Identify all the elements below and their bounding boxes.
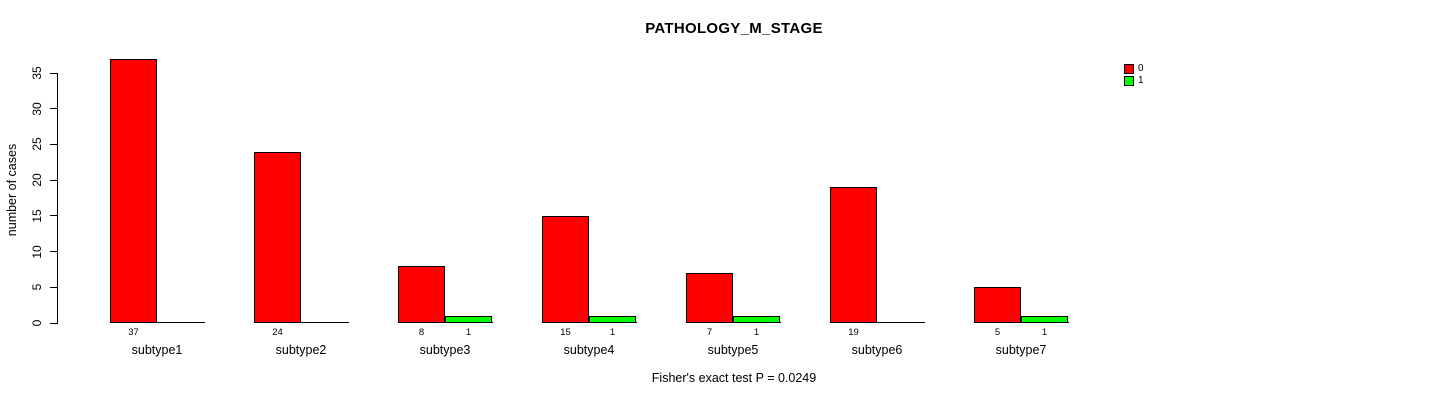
y-tick-label: 5 <box>30 283 44 291</box>
bar-subtype6-series-0 <box>830 187 877 323</box>
y-tick-label: 20 <box>30 173 44 187</box>
bar-subtype3-series-1 <box>445 316 492 323</box>
legend-row: 1 <box>1124 76 1144 86</box>
x-category-label: subtype5 <box>707 343 759 357</box>
bar-value-label: 1 <box>1041 327 1048 338</box>
bar-subtype5-series-0 <box>686 273 733 323</box>
bar-value-label: 8 <box>418 327 425 338</box>
x-category-label: subtype7 <box>995 343 1047 357</box>
y-tick-mark <box>50 286 57 288</box>
bar-value-label: 1 <box>465 327 472 338</box>
group-baseline <box>110 322 205 323</box>
bar-value-label: 19 <box>848 327 859 338</box>
y-tick-mark <box>50 179 57 181</box>
bar-subtype4-series-0 <box>542 216 589 323</box>
bar-subtype5-series-1 <box>733 316 780 323</box>
y-tick-label: 30 <box>30 102 44 116</box>
bar-subtype3-series-0 <box>398 266 445 323</box>
annotation-text: Fisher's exact test P = 0.0249 <box>651 371 817 385</box>
y-tick-mark <box>50 322 57 324</box>
group-baseline <box>254 322 349 323</box>
legend-row: 0 <box>1124 64 1144 74</box>
bar-subtype4-series-1 <box>589 316 636 323</box>
bar-value-label: 1 <box>609 327 616 338</box>
y-tick-mark <box>50 108 57 110</box>
legend-swatch-0 <box>1124 64 1134 74</box>
y-tick-label: 35 <box>30 66 44 80</box>
bar-subtype7-series-0 <box>974 287 1021 323</box>
x-category-label: subtype6 <box>851 343 903 357</box>
legend-label: 0 <box>1138 63 1144 74</box>
y-axis-label: number of cases <box>5 143 19 237</box>
bar-value-label: 24 <box>272 327 283 338</box>
bar-value-label: 1 <box>753 327 760 338</box>
y-tick-mark <box>50 215 57 217</box>
chart-title: PATHOLOGY_M_STAGE <box>645 20 823 37</box>
bar-value-label: 5 <box>994 327 1001 338</box>
y-tick-mark <box>50 143 57 145</box>
bar-subtype1-series-0 <box>110 59 157 323</box>
bar-subtype7-series-1 <box>1021 316 1068 323</box>
legend-label: 1 <box>1138 75 1144 86</box>
y-tick-label: 10 <box>30 244 44 259</box>
y-tick-mark <box>50 251 57 253</box>
x-category-label: subtype1 <box>131 343 183 357</box>
y-tick-label: 15 <box>30 209 44 223</box>
x-category-label: subtype2 <box>275 343 327 357</box>
group-baseline <box>830 322 925 323</box>
bar-subtype2-series-0 <box>254 152 301 323</box>
y-axis-line <box>57 73 58 324</box>
legend-swatch-1 <box>1124 76 1134 86</box>
x-category-label: subtype3 <box>419 343 471 357</box>
bar-value-label: 37 <box>128 327 139 338</box>
x-category-label: subtype4 <box>563 343 615 357</box>
y-tick-label: 0 <box>30 319 44 327</box>
bar-value-label: 7 <box>706 327 713 338</box>
y-tick-label: 25 <box>30 137 44 152</box>
bar-value-label: 15 <box>560 327 571 338</box>
y-tick-mark <box>50 72 57 74</box>
